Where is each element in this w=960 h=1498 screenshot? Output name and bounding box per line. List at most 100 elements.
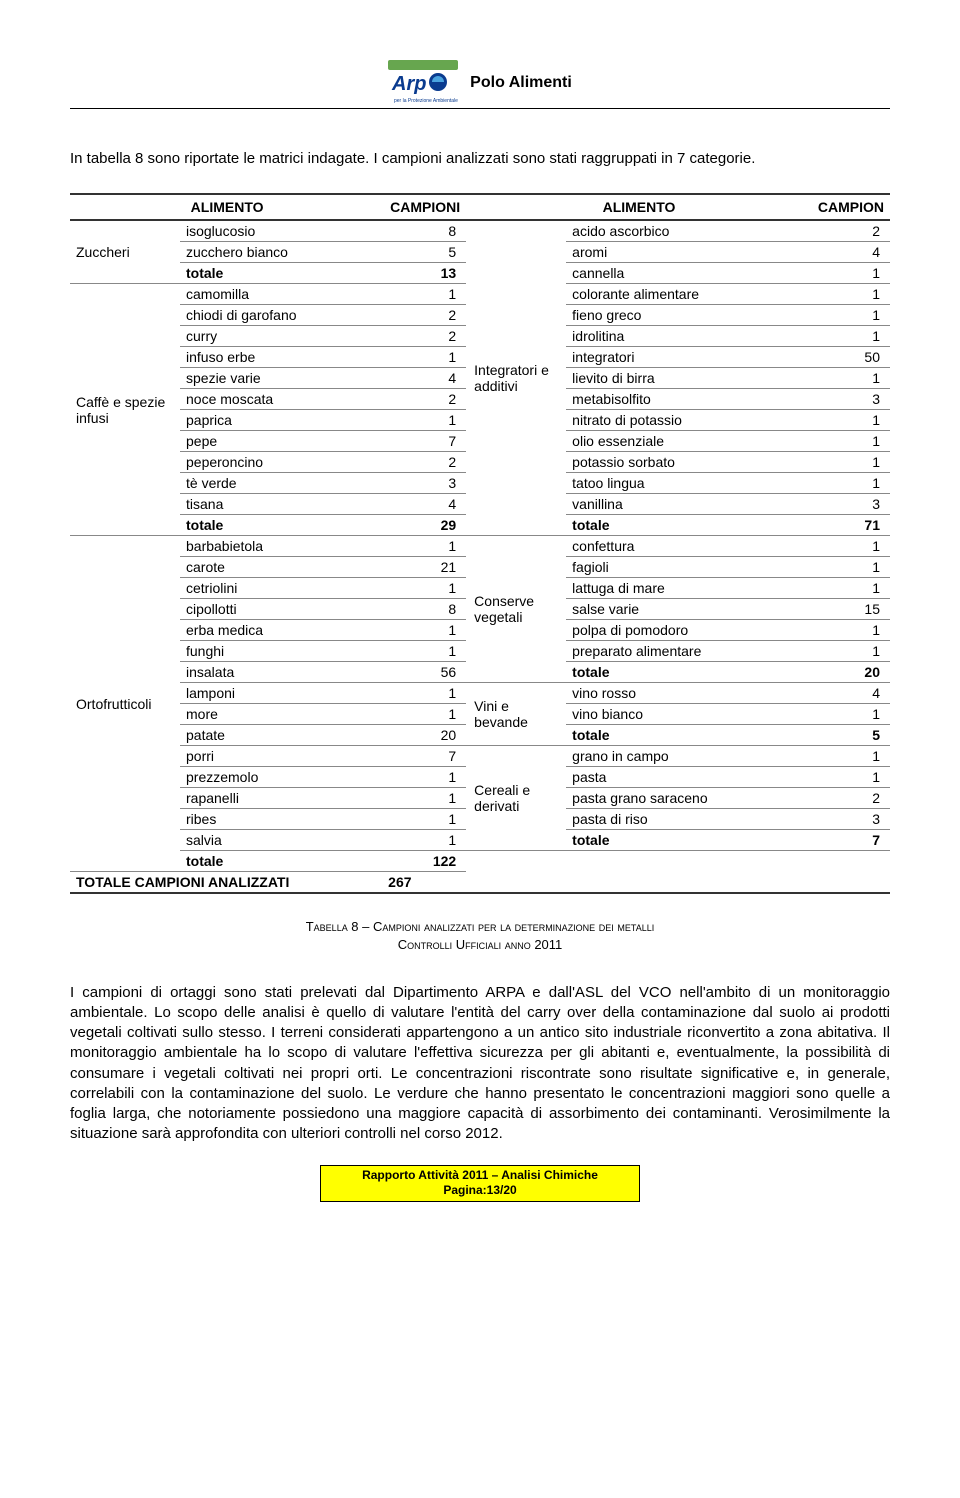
left-group-cell: Ortofrutticoli: [70, 536, 180, 872]
right-value: 1: [812, 326, 890, 347]
svg-text:per la Protezione Ambientale: per la Protezione Ambientale: [394, 98, 458, 104]
left-label: spezie varie: [180, 368, 384, 389]
right-label: integratori: [566, 347, 812, 368]
left-label: infuso erbe: [180, 347, 384, 368]
table-row: porri7Cereali e derivatigrano in campo1: [70, 746, 890, 767]
left-value: 1: [384, 410, 466, 431]
left-label: noce moscata: [180, 389, 384, 410]
left-label: pepe: [180, 431, 384, 452]
left-label: insalata: [180, 662, 384, 683]
right-value: 1: [812, 578, 890, 599]
right-label: totale: [566, 725, 812, 746]
th-campion-2: CAMPION: [812, 194, 890, 220]
right-value: 1: [812, 536, 890, 557]
left-value: 8: [384, 220, 466, 242]
left-value: 1: [384, 578, 466, 599]
right-label: potassio sorbato: [566, 452, 812, 473]
right-value: 1: [812, 452, 890, 473]
footer-line-1: Rapporto Attività 2011 – Analisi Chimich…: [362, 1168, 598, 1182]
left-value: 1: [384, 767, 466, 788]
left-group-cell: Zuccheri: [70, 220, 180, 284]
right-value: 50: [812, 347, 890, 368]
th-alimento-2: ALIMENTO: [466, 194, 812, 220]
left-label: camomilla: [180, 284, 384, 305]
right-label: vino rosso: [566, 683, 812, 704]
right-value: 1: [812, 746, 890, 767]
right-label: idrolitina: [566, 326, 812, 347]
right-value: 3: [812, 494, 890, 515]
left-value: 8: [384, 599, 466, 620]
right-group-cell: Cereali e derivati: [466, 746, 566, 851]
right-label: nitrato di potassio: [566, 410, 812, 431]
right-value: 1: [812, 305, 890, 326]
right-value: 1: [812, 620, 890, 641]
right-value: 1: [812, 557, 890, 578]
right-label: polpa di pomodoro: [566, 620, 812, 641]
right-value: 3: [812, 389, 890, 410]
left-label: curry: [180, 326, 384, 347]
left-value: 7: [384, 431, 466, 452]
left-value: 1: [384, 704, 466, 725]
right-label: pasta: [566, 767, 812, 788]
right-value: 3: [812, 809, 890, 830]
right-value: 1: [812, 410, 890, 431]
right-label: fieno greco: [566, 305, 812, 326]
th-campioni-1: CAMPIONI: [384, 194, 466, 220]
right-label: colorante alimentare: [566, 284, 812, 305]
left-label: carote: [180, 557, 384, 578]
right-label: lievito di birra: [566, 368, 812, 389]
left-value: 1: [384, 536, 466, 557]
left-value: 21: [384, 557, 466, 578]
right-label: preparato alimentare: [566, 641, 812, 662]
left-value: 20: [384, 725, 466, 746]
right-value: 7: [812, 830, 890, 851]
page-header: Arp per la Protezione Ambientale Polo Al…: [70, 60, 890, 104]
table-header-row: ALIMENTO CAMPIONI ALIMENTO CAMPION: [70, 194, 890, 220]
right-value: 4: [812, 242, 890, 263]
left-value: 1: [384, 683, 466, 704]
footer-box: Rapporto Attività 2011 – Analisi Chimich…: [320, 1165, 640, 1202]
left-label: more: [180, 704, 384, 725]
right-value: 2: [812, 788, 890, 809]
right-value: 1: [812, 641, 890, 662]
left-label: rapanelli: [180, 788, 384, 809]
right-value: 1: [812, 473, 890, 494]
arpa-logo: Arp per la Protezione Ambientale: [388, 60, 458, 104]
right-value: 1: [812, 431, 890, 452]
left-label: totale: [180, 851, 384, 872]
left-value: 122: [384, 851, 466, 872]
intro-paragraph: In tabella 8 sono riportate le matrici i…: [70, 149, 890, 169]
left-value: 1: [384, 641, 466, 662]
left-value: 1: [384, 347, 466, 368]
left-label: patate: [180, 725, 384, 746]
left-label: chiodi di garofano: [180, 305, 384, 326]
left-value: 4: [384, 368, 466, 389]
empty-cell: [466, 851, 566, 872]
left-label: porri: [180, 746, 384, 767]
right-value: 1: [812, 263, 890, 284]
left-value: 4: [384, 494, 466, 515]
table-row: Ortofrutticolibarbabietola1Conserve vege…: [70, 536, 890, 557]
right-label: fagioli: [566, 557, 812, 578]
right-label: salse varie: [566, 599, 812, 620]
th-alimento-1: ALIMENTO: [70, 194, 384, 220]
right-value: 71: [812, 515, 890, 536]
left-value: 1: [384, 284, 466, 305]
left-label: totale: [180, 515, 384, 536]
right-group-cell: Vini e bevande: [466, 683, 566, 746]
right-value: 20: [812, 662, 890, 683]
left-value: 56: [384, 662, 466, 683]
right-group-cell: Integratori e additivi: [466, 220, 566, 536]
right-label: pasta grano saraceno: [566, 788, 812, 809]
grand-total-label: TOTALE CAMPIONI ANALIZZATI: [70, 872, 384, 894]
table-row: lamponi1Vini e bevandevino rosso4: [70, 683, 890, 704]
right-value: 1: [812, 767, 890, 788]
left-label: cipollotti: [180, 599, 384, 620]
left-value: 29: [384, 515, 466, 536]
left-label: tè verde: [180, 473, 384, 494]
left-value: 2: [384, 305, 466, 326]
grand-total-value: 267: [384, 872, 466, 894]
right-label: tatoo lingua: [566, 473, 812, 494]
left-label: erba medica: [180, 620, 384, 641]
right-label: olio essenziale: [566, 431, 812, 452]
